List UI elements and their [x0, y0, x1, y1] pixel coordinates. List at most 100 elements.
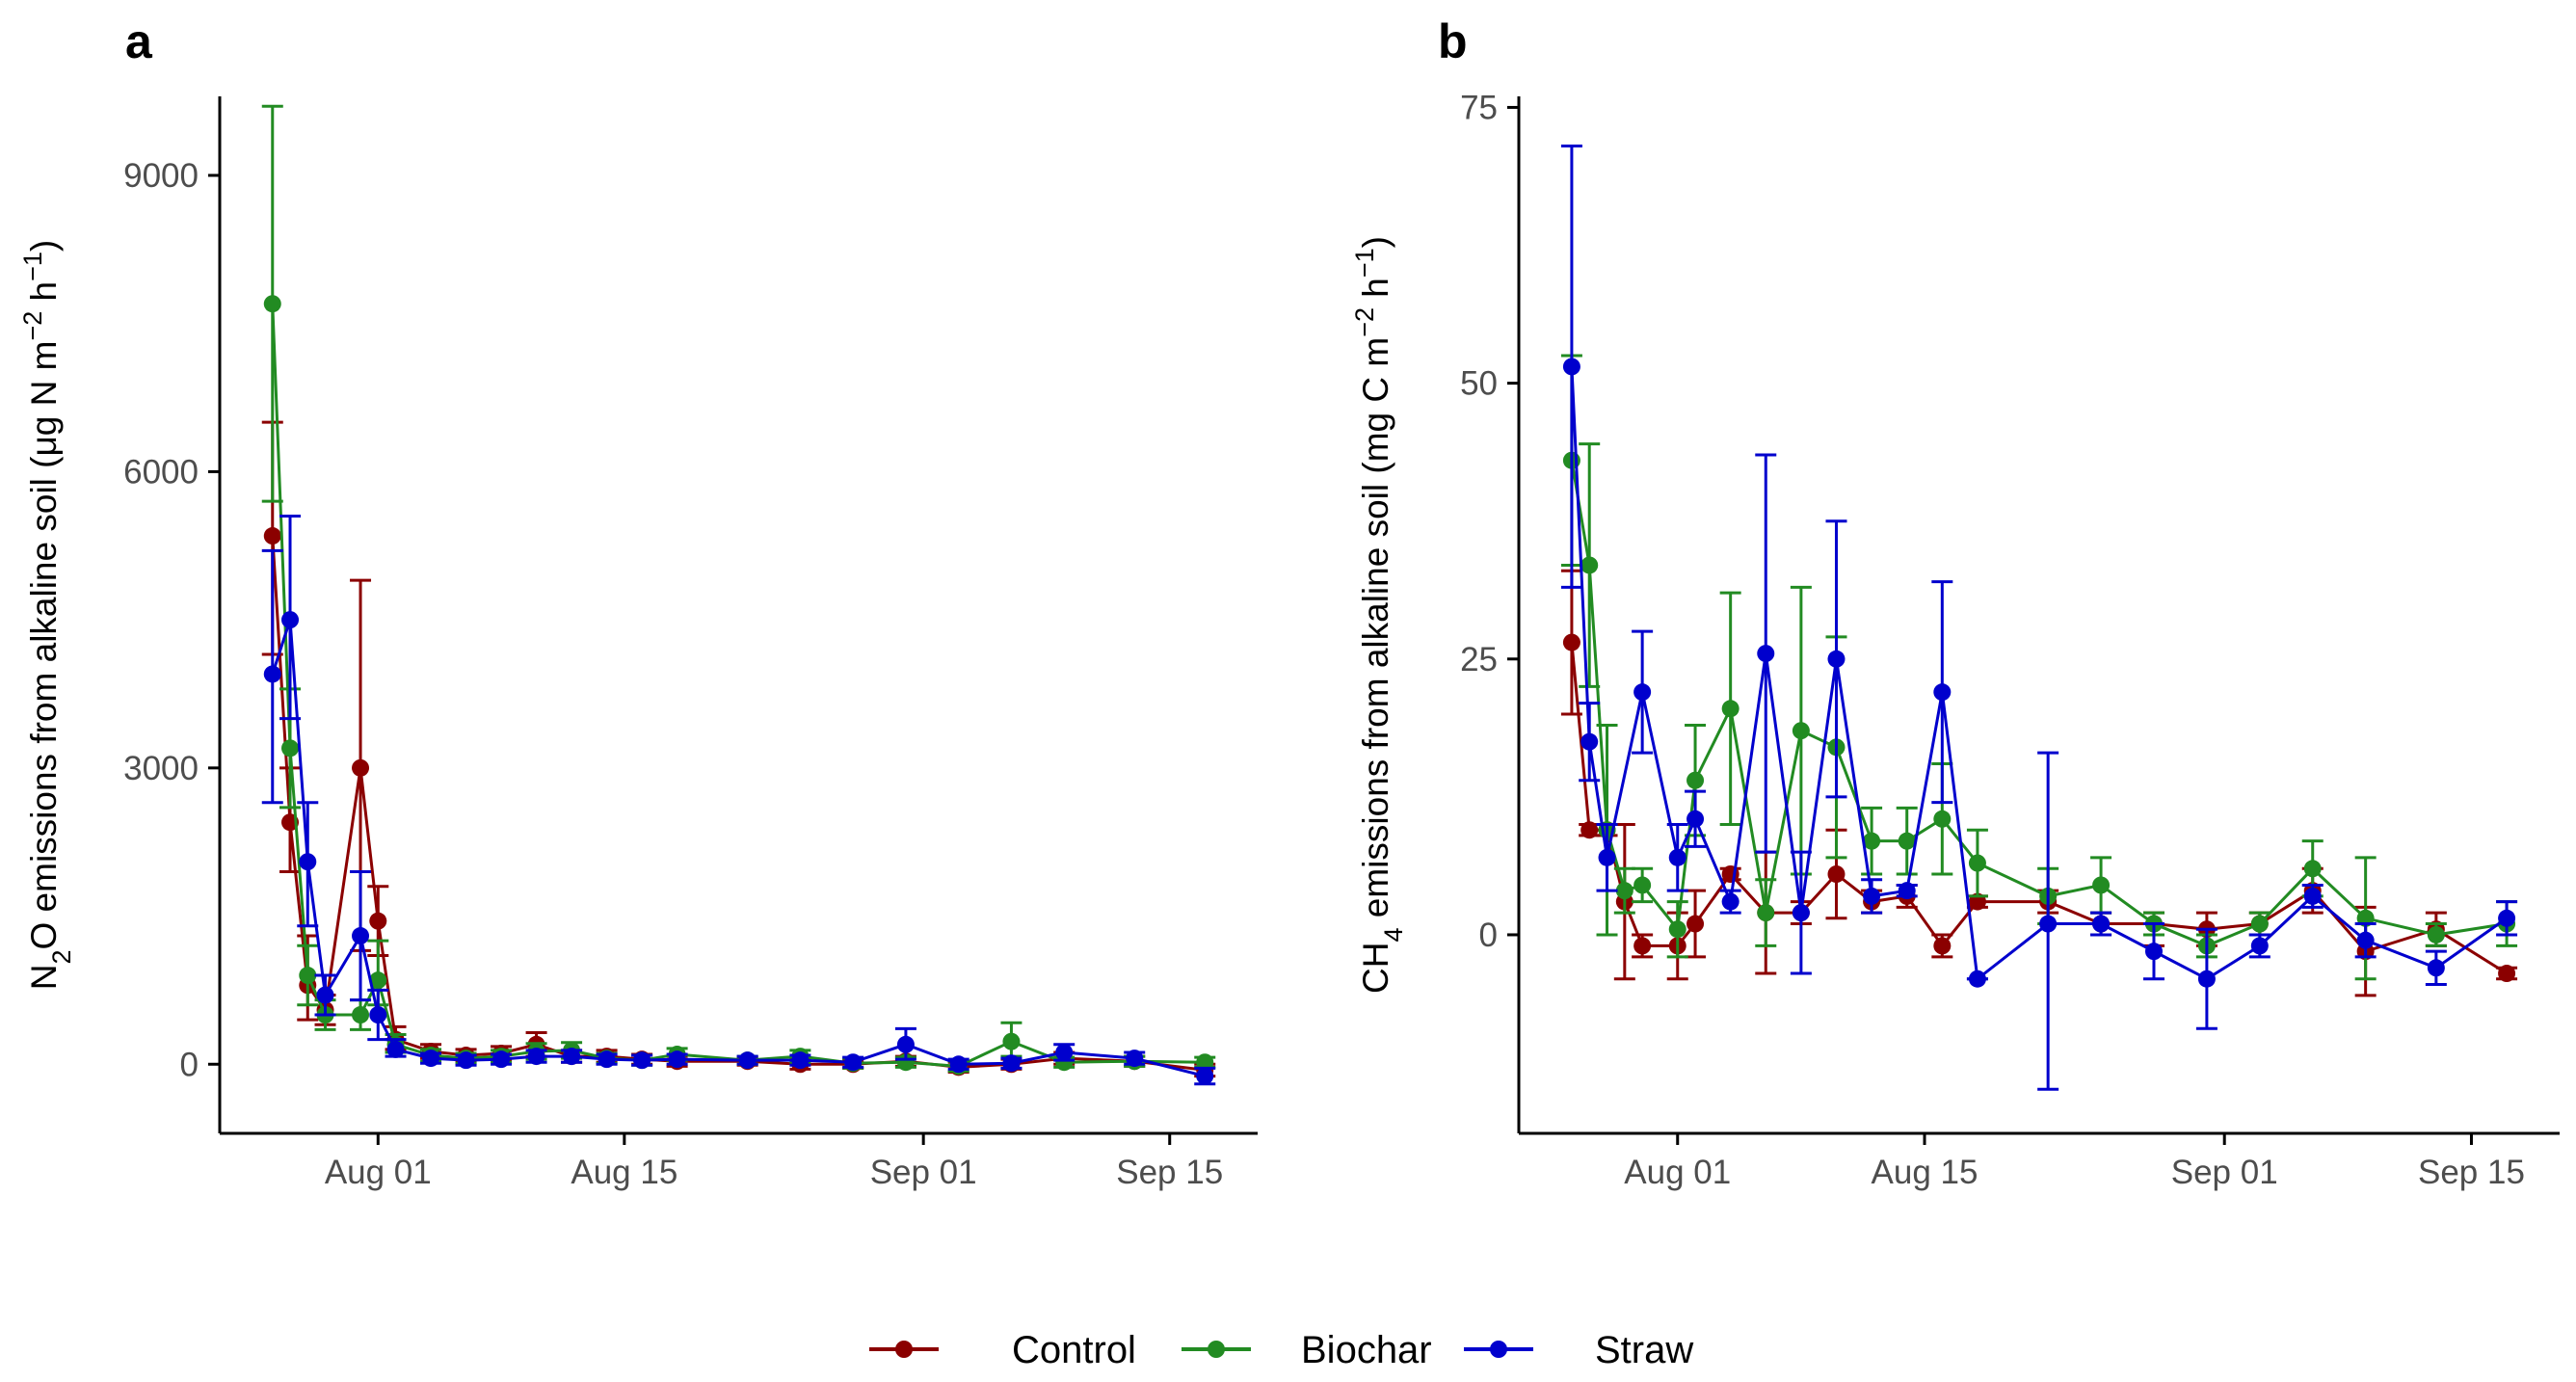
legend-label: Straw	[1595, 1329, 1693, 1371]
data-point	[1792, 904, 1810, 922]
data-point	[2039, 915, 2058, 933]
data-point	[1863, 832, 1881, 850]
data-point	[316, 986, 334, 1004]
y-tick-label: 0	[1479, 917, 1498, 954]
series-line	[271, 619, 1206, 1078]
data-point	[2427, 925, 2445, 943]
data-point	[527, 1048, 545, 1066]
data-point	[2092, 915, 2111, 933]
y-tick-label: 50	[1460, 365, 1498, 403]
data-point	[1668, 920, 1686, 939]
y-tick-label: 75	[1460, 89, 1498, 126]
series-line	[271, 535, 1206, 1072]
data-point	[949, 1055, 968, 1074]
data-point	[1126, 1050, 1144, 1068]
x-tick-label: Sep 15	[2418, 1154, 2525, 1191]
data-point	[281, 739, 300, 757]
data-point	[1933, 937, 1952, 955]
data-point	[1633, 876, 1652, 894]
data-point	[457, 1051, 475, 1070]
panel-a: a 0 3000 6000 9000 Aug 01 Aug 15 Sep 01 Sep 15 N…	[18, 14, 1258, 1191]
y-tick-label: 0	[180, 1046, 199, 1083]
data-point	[386, 1040, 405, 1058]
data-point	[2303, 887, 2322, 905]
data-point	[1196, 1067, 1214, 1085]
data-point	[2498, 965, 2516, 983]
x-tick-label: Sep 01	[870, 1154, 977, 1191]
x-tick-label: Aug 01	[1624, 1154, 1731, 1191]
data-point	[563, 1048, 581, 1066]
data-point	[2092, 876, 2111, 894]
x-tick-label: Aug 01	[325, 1154, 432, 1191]
legend-key-point	[1490, 1341, 1507, 1358]
x-tick-label: Sep 01	[2171, 1154, 2278, 1191]
data-point	[369, 971, 387, 990]
data-point	[1055, 1043, 1074, 1061]
data-point	[738, 1051, 757, 1070]
data-point	[1686, 915, 1705, 933]
data-point	[2356, 931, 2375, 949]
y-tick-label: 25	[1460, 641, 1498, 678]
data-point	[422, 1050, 440, 1068]
data-point	[1721, 892, 1739, 911]
data-point	[352, 927, 370, 945]
data-point	[1757, 645, 1775, 663]
data-point	[1002, 1054, 1021, 1073]
panel-b: b 0 25 50 75 Aug 01 Aug 15 Sep 01 Sep 15 CH4 emi…	[1350, 14, 2560, 1191]
data-point	[1196, 1053, 1214, 1072]
data-point	[352, 1006, 370, 1024]
legend-key-point	[1208, 1341, 1225, 1358]
data-point	[1002, 1032, 1021, 1050]
data-point	[1863, 887, 1881, 905]
series-biochar	[1560, 354, 2518, 981]
data-point	[1562, 358, 1580, 376]
data-point	[492, 1050, 511, 1069]
data-point	[668, 1050, 686, 1069]
data-point	[369, 912, 387, 930]
data-point	[1721, 700, 1739, 718]
data-point	[1968, 970, 1986, 988]
data-point	[1633, 683, 1652, 702]
data-point	[2303, 860, 2322, 878]
data-point	[1933, 683, 1952, 702]
data-point	[1580, 821, 1599, 839]
data-point	[1898, 832, 1916, 850]
legend-label: Control	[1012, 1329, 1136, 1371]
data-point	[1792, 722, 1810, 740]
data-point	[263, 295, 281, 313]
data-point	[2427, 959, 2445, 977]
data-point	[844, 1053, 863, 1072]
data-point	[2498, 909, 2516, 927]
y-tick-label: 9000	[123, 157, 199, 195]
data-point	[1615, 882, 1633, 900]
data-point	[2250, 915, 2269, 933]
series-biochar	[261, 104, 1216, 1076]
data-point	[281, 611, 300, 629]
data-point	[1580, 732, 1599, 751]
data-point	[1686, 810, 1705, 828]
x-tick-label: Aug 15	[1872, 1154, 1978, 1191]
legend-key-point	[895, 1341, 913, 1358]
data-point	[1598, 848, 1616, 866]
data-point	[299, 967, 317, 985]
y-tick-label: 3000	[123, 750, 199, 787]
data-point	[1580, 556, 1599, 574]
data-point	[2144, 943, 2163, 961]
series-straw	[261, 515, 1216, 1086]
legend-item-straw: Straw	[1464, 1329, 1693, 1371]
x-tick-label: Aug 15	[571, 1154, 677, 1191]
data-point	[1633, 937, 1652, 955]
data-point	[598, 1050, 616, 1069]
data-point	[1827, 865, 1846, 883]
y-axis-title: CH4 emissions from alkaline soil (mg C m…	[1350, 236, 1408, 994]
data-point	[299, 853, 317, 871]
y-tick-label: 6000	[123, 453, 199, 491]
panel-b-label: b	[1438, 14, 1468, 68]
panel-a-label: a	[125, 14, 153, 68]
data-point	[369, 1006, 387, 1024]
data-point	[263, 665, 281, 683]
data-point	[1933, 810, 1952, 828]
data-point	[1827, 650, 1846, 668]
series-straw	[1560, 145, 2518, 1091]
data-point	[896, 1035, 915, 1053]
